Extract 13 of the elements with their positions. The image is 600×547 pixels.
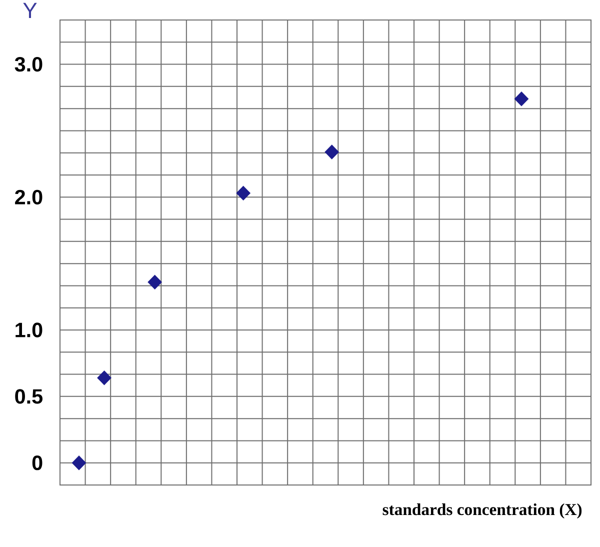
- y-axis-title: Y: [23, 2, 37, 18]
- y-tick-label: 0: [32, 456, 42, 470]
- x-axis-title: standards concentration (X): [382, 503, 582, 519]
- point: [236, 186, 250, 200]
- point: [148, 274, 162, 290]
- y-tick-label: 1.0: [16, 322, 42, 338]
- point: [324, 144, 339, 160]
- y-tick-label: 2.0: [15, 190, 42, 204]
- point: [97, 370, 112, 386]
- y-tick-label: 0.5: [15, 389, 42, 404]
- point: [72, 456, 86, 470]
- point: [514, 92, 529, 106]
- y-tick-label: 3.0: [14, 56, 42, 72]
